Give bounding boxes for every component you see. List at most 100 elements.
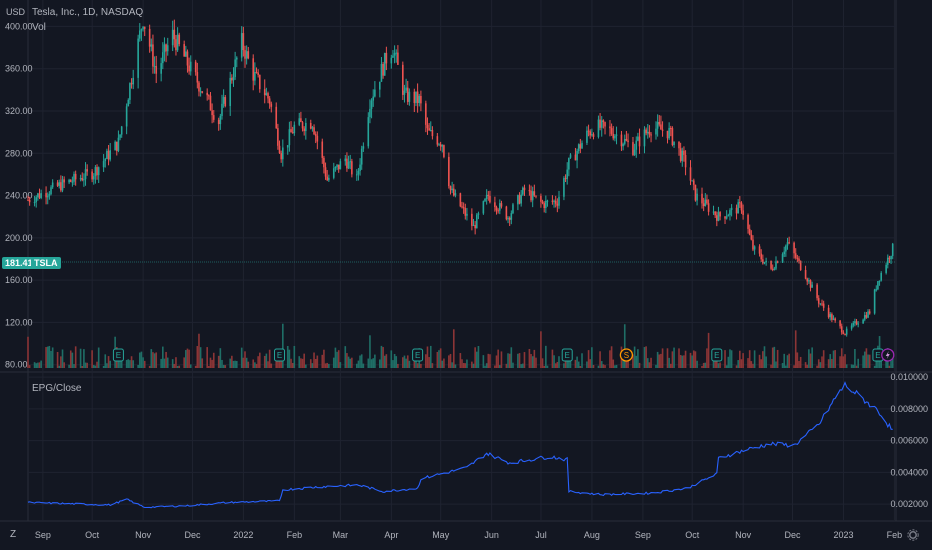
volume-bar (681, 355, 684, 368)
candle-body (408, 91, 411, 102)
candle-body (81, 178, 84, 181)
volume-bar (443, 358, 445, 368)
x-tick-label[interactable]: Nov (735, 530, 752, 540)
volume-bar (408, 360, 411, 368)
x-tick-label[interactable]: Feb (887, 530, 903, 540)
volume-bar (314, 358, 317, 368)
candle-body (523, 187, 526, 191)
candle-body (637, 136, 639, 141)
candle-body (102, 161, 105, 168)
x-tick-label[interactable]: Aug (584, 530, 600, 540)
candle-body (265, 93, 268, 96)
candle-body (129, 83, 131, 100)
volume-bar (344, 346, 347, 368)
x-tick-label[interactable]: Sep (635, 530, 651, 540)
candle-body (393, 53, 396, 56)
candle-body (793, 242, 795, 254)
x-tick-label[interactable]: Sep (35, 530, 51, 540)
candle-body (201, 91, 204, 93)
candle-body (707, 203, 710, 212)
candle-body (222, 97, 225, 104)
candle-body (520, 194, 522, 204)
candle-body (86, 169, 88, 172)
candle-body (638, 136, 641, 147)
volume-bar (451, 362, 453, 368)
volume-bar (406, 355, 409, 368)
candle-body (862, 319, 864, 324)
volume-bar (855, 365, 858, 368)
volume-bar (576, 356, 578, 368)
volume-legend[interactable]: Vol (32, 22, 46, 33)
candle-body (443, 145, 445, 157)
volume-bar (809, 353, 812, 368)
candle-body (119, 134, 121, 138)
candle-body (286, 145, 289, 148)
candle-body (35, 197, 38, 203)
volume-bar (844, 354, 846, 368)
x-tick-label[interactable]: Feb (287, 530, 303, 540)
x-tick-label[interactable]: Dec (784, 530, 801, 540)
volume-bar (33, 362, 36, 368)
volume-bar (724, 350, 726, 368)
candle-body (753, 246, 756, 250)
volume-bar (68, 364, 70, 368)
candle-body (489, 195, 491, 203)
volume-bar (84, 362, 87, 368)
volume-bar (622, 356, 624, 368)
candle-body (208, 95, 210, 97)
x-tick-label[interactable]: 2022 (233, 530, 253, 540)
candle-body (714, 211, 716, 216)
x-tick-label[interactable]: Jun (484, 530, 499, 540)
volume-bar (577, 361, 580, 368)
symbol-legend[interactable]: Tesla, Inc., 1D, NASDAQ (32, 7, 144, 18)
volume-bar (201, 358, 204, 368)
candle-body (868, 311, 871, 314)
x-tick-label[interactable]: 2023 (833, 530, 853, 540)
x-tick-label[interactable]: Jul (535, 530, 547, 540)
candle-body (104, 158, 107, 162)
x-tick-label[interactable]: Apr (384, 530, 398, 540)
x-tick-label[interactable]: Mar (333, 530, 349, 540)
volume-bar (868, 354, 871, 368)
candle-body (314, 134, 317, 136)
gear-icon[interactable] (907, 528, 919, 541)
earnings-icon-label: E (714, 351, 719, 360)
candle-body (543, 203, 546, 209)
indicator-tick-label: 0.008000 (890, 404, 928, 414)
volume-bar (763, 346, 766, 368)
volume-bar (840, 348, 843, 368)
volume-bar (360, 354, 363, 368)
x-tick-label[interactable]: Dec (184, 530, 201, 540)
volume-bar (92, 365, 95, 368)
candle-body (96, 167, 98, 176)
candle-body (426, 124, 429, 129)
volume-bar (208, 366, 210, 368)
candle-body (173, 29, 176, 40)
volume-bar (808, 349, 810, 368)
volume-bar (834, 350, 836, 368)
x-tick-label[interactable]: May (432, 530, 450, 540)
candle-body (321, 141, 324, 158)
candle-body (762, 259, 764, 264)
x-tick-label[interactable]: Oct (85, 530, 100, 540)
volume-bar (531, 356, 534, 368)
candle-body (888, 257, 891, 260)
earnings-icon (711, 348, 723, 362)
candle-body (781, 254, 784, 263)
candle-body (554, 200, 557, 204)
earnings-icon (274, 348, 286, 362)
candle-body (464, 208, 467, 216)
x-tick-label[interactable]: Nov (135, 530, 152, 540)
candle-body (339, 161, 342, 170)
x-tick-label[interactable]: Oct (685, 530, 700, 540)
candle-body (461, 206, 463, 208)
candle-body (729, 210, 731, 216)
volume-bar (405, 358, 407, 368)
earnings-icon-label: E (875, 351, 880, 360)
volume-bar (615, 364, 618, 368)
candle-body (160, 63, 162, 74)
timezone-button[interactable]: Z (10, 529, 17, 540)
volume-bar (799, 356, 802, 368)
indicator-legend[interactable]: EPG/Close (32, 383, 82, 394)
